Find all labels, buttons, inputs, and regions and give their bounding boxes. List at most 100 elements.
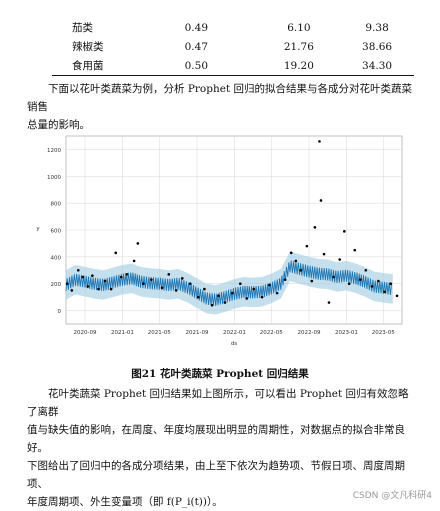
y-tick-label: 800: [51, 202, 62, 208]
y-tick-label: 400: [51, 255, 62, 261]
data-point: [268, 283, 271, 287]
data-point: [358, 278, 362, 281]
data-point: [310, 279, 314, 283]
data-point: [343, 230, 346, 233]
watermark: CSDN @文凡科研4: [352, 491, 432, 501]
table-cell: 辣椒类: [72, 41, 104, 53]
data-point: [299, 268, 303, 272]
data-point: [245, 297, 249, 300]
table-cell: 6.10: [287, 21, 311, 34]
data-point: [114, 251, 118, 255]
x-tick-label: 2021-09: [186, 330, 209, 336]
table-cell: 38.66: [362, 40, 393, 53]
data-point: [338, 258, 342, 261]
data-point: [167, 273, 171, 276]
data-point: [389, 282, 392, 286]
x-tick-label: 2022-01: [223, 330, 246, 336]
data-point: [65, 282, 69, 286]
data-point: [377, 279, 380, 283]
data-point: [313, 226, 317, 229]
x-tick-label: 2022-09: [298, 330, 321, 336]
table-cell: 食用菌: [52, 56, 135, 76]
data-point: [81, 275, 85, 279]
x-axis-label: ds: [231, 341, 237, 347]
data-point: [364, 268, 368, 272]
data-point: [294, 259, 298, 263]
forecast-path: [65, 260, 393, 306]
body-line-4: 年度周期项、外生变量项（即 f(P_i(t))）。: [27, 496, 223, 508]
intro-paragraph: 下面以花叶类蔬菜为例，分析 Prophet 回归的拟合结果与各成分对花叶类蔬菜销…: [27, 80, 417, 134]
y-tick-label: 200: [51, 282, 62, 288]
data-point: [132, 259, 136, 263]
table-cell: 9.38: [365, 21, 389, 34]
data-point: [231, 291, 234, 295]
data-point: [174, 289, 178, 292]
forecast-line: [65, 260, 393, 306]
data-point: [289, 251, 293, 255]
observed-points: [65, 140, 399, 307]
data-table-section: 茄类 0.49 6.10 9.38 辣椒类 0.47 21.76 38.66 食用菌 0.50 19…: [52, 18, 414, 76]
data-point: [136, 242, 140, 245]
data-point: [109, 287, 113, 291]
data-point: [319, 199, 323, 202]
data-point: [260, 295, 264, 299]
body-line-1: 花叶类蔬菜 Prophet 回归结果如上图所示，可以看出 Prophet 回归有…: [27, 388, 409, 418]
data-point: [86, 285, 90, 288]
chart-svg: 0 200 400 600 800 1000 1200 2020-09 2021-01 2021-…: [36, 135, 403, 347]
intro-line-2: 总量的影响。: [27, 119, 90, 131]
data-point: [322, 252, 326, 256]
data-point: [203, 287, 206, 291]
data-point: [327, 301, 331, 304]
data-point: [238, 282, 242, 286]
data-point: [252, 287, 256, 291]
body-line-2: 值与缺失值的影响，在周度、年度均展现出明显的周期性，对数据点的拟合非常良好。: [27, 424, 405, 454]
data-point: [196, 295, 200, 299]
data-point: [91, 274, 94, 277]
data-point: [76, 268, 80, 272]
data-point: [180, 277, 184, 280]
data-point: [305, 244, 309, 248]
table-row: 辣椒类 0.47 21.76 38.66: [52, 37, 414, 56]
data-point: [383, 290, 386, 294]
table-row: 茄类 0.49 6.10 9.38: [52, 18, 414, 37]
data-point: [395, 294, 399, 298]
data-point: [119, 275, 123, 279]
data-point: [353, 248, 357, 252]
intro-line-1: 下面以花叶类蔬菜为例，分析 Prophet 回归的拟合结果与各成分对花叶类蔬菜销…: [27, 83, 412, 113]
data-point: [160, 286, 164, 290]
data-point: [125, 273, 129, 276]
x-tick-label: 2022-05: [260, 330, 283, 336]
table-cell: 0.50: [134, 56, 258, 76]
table-row: 食用菌 0.50 19.20 34.30: [52, 56, 414, 76]
data-point: [223, 301, 227, 304]
data-point: [142, 282, 145, 286]
table-cell: 34.30: [340, 56, 414, 76]
table-cell: 茄类: [72, 22, 93, 34]
figure-caption: 图21 花叶类蔬菜 Prophet 回归结果: [131, 368, 309, 380]
data-point: [188, 282, 192, 286]
y-axis-label: y: [36, 226, 40, 232]
table-cell: 0.47: [184, 40, 209, 53]
data-point: [70, 289, 74, 292]
data-point: [217, 294, 220, 298]
body-paragraph: 花叶类蔬菜 Prophet 回归结果如上图所示，可以看出 Prophet 回归有…: [27, 385, 417, 511]
body-line-3: 下图给出了回归中的各成分项结果，由上至下依次为趋势项、节假日项、周度周期项、: [27, 460, 405, 490]
data-point: [97, 287, 100, 291]
prophet-chart: 0 200 400 600 800 1000 1200 2020-09 2021-01 2021-…: [28, 130, 414, 360]
data-point: [150, 278, 153, 281]
data-point: [370, 285, 374, 288]
data-point: [275, 291, 279, 295]
data-table: 茄类 0.49 6.10 9.38 辣椒类 0.47 21.76 38.66 食用菌 0.50 19…: [52, 18, 414, 76]
data-point: [347, 282, 351, 286]
x-tick-label: 2020-09: [74, 330, 97, 336]
table-cell: 19.20: [257, 56, 341, 76]
data-point: [103, 279, 107, 283]
y-tick-label: 0: [58, 309, 62, 315]
uncertainty-area: [66, 251, 393, 315]
y-tick-label: 1000: [47, 175, 61, 181]
data-point: [283, 278, 287, 281]
x-tick-label: 2021-05: [148, 330, 171, 336]
data-point: [332, 275, 335, 279]
table-cell: 21.76: [283, 40, 314, 53]
table-cell: 0.49: [184, 21, 209, 34]
